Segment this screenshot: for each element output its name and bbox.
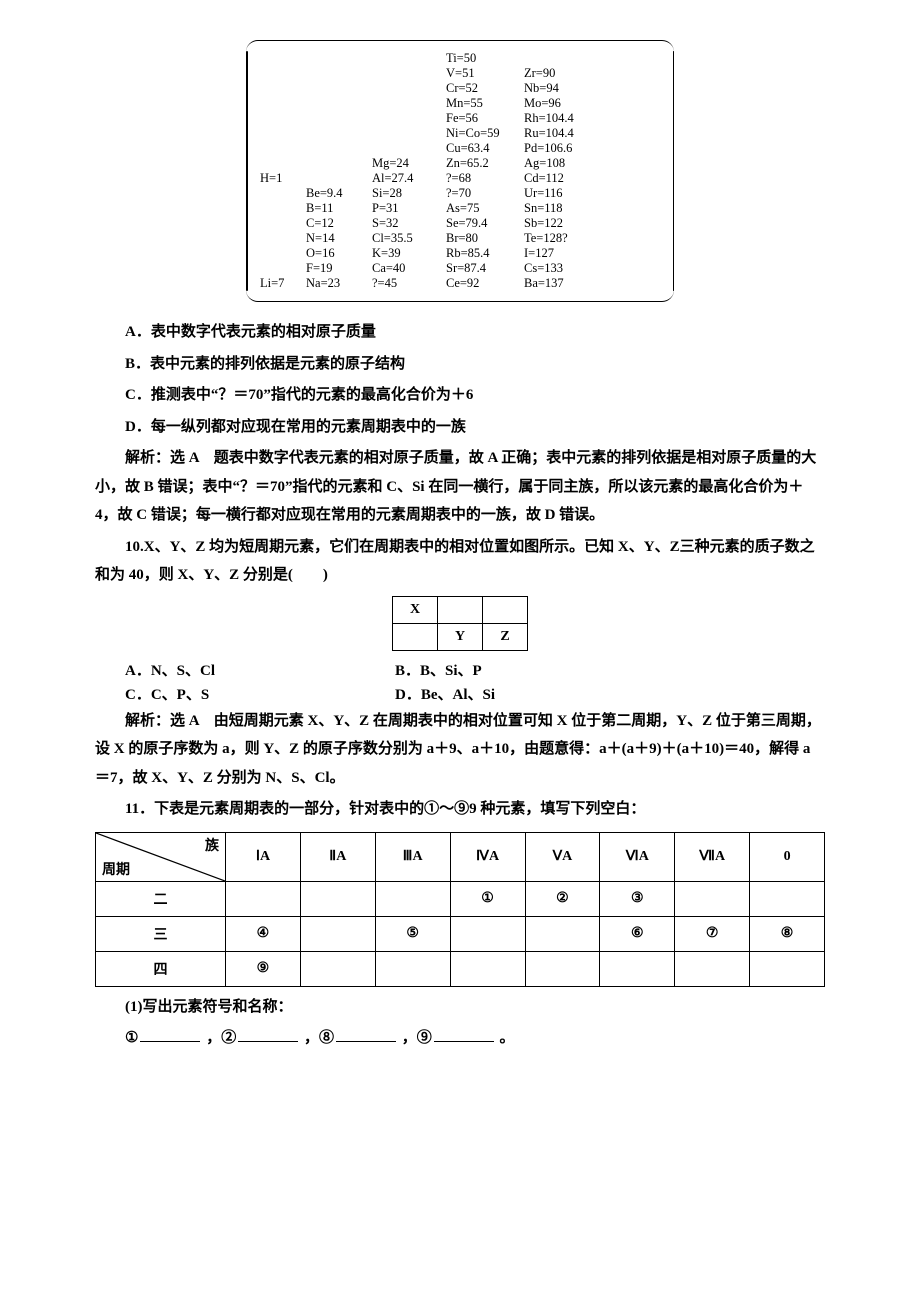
period-label: 二 xyxy=(96,881,226,916)
table-cell: ① xyxy=(450,881,525,916)
group-header: ⅥA xyxy=(600,832,675,881)
q9-option-d: D．每一纵列都对应现在常用的元素周期表中的一族 xyxy=(95,413,825,442)
fill-blank[interactable] xyxy=(140,1028,200,1043)
diag-top-label: 族 xyxy=(205,835,219,855)
q10-options-row-2: C．C、P、S D．Be、Al、Si xyxy=(95,683,825,704)
mini-cell xyxy=(483,596,528,623)
q10-explanation: 解析：选 A 由短周期元素 X、Y、Z 在周期表中的相对位置可知 X 位于第二周… xyxy=(95,707,825,793)
period-label: 四 xyxy=(96,951,226,986)
table-cell: ⑦ xyxy=(675,916,750,951)
table-cell: ⑤ xyxy=(375,916,450,951)
period-label: 三 xyxy=(96,916,226,951)
q9-option-c: C．推测表中“？＝70”指代的元素的最高化合价为＋6 xyxy=(95,381,825,410)
diag-bottom-label: 周期 xyxy=(102,859,130,879)
table-cell xyxy=(525,951,600,986)
q10-mini-table: X Y Z xyxy=(392,596,528,651)
group-header: ⅢA xyxy=(375,832,450,881)
table-cell: ⑥ xyxy=(600,916,675,951)
mini-cell: Z xyxy=(483,623,528,650)
q11-periodic-table: 族 周期 ⅠA ⅡA ⅢA ⅣA ⅤA ⅥA ⅦA 0 二 ① ② ③ 三 xyxy=(95,832,825,987)
group-header: ⅠA xyxy=(226,832,301,881)
table-cell: ④ xyxy=(226,916,301,951)
mendeleev-figure: H=1 Li=7 Be=9.4 B=11 C=12 N=14 O=16 F=19… xyxy=(246,40,674,302)
q10-option-c: C．C、P、S xyxy=(95,683,395,704)
table-cell xyxy=(750,881,825,916)
fig-col-2: Be=9.4 B=11 C=12 N=14 O=16 F=19 Na=23 xyxy=(306,171,364,291)
q9-option-b: B．表中元素的排列依据是元素的原子结构 xyxy=(95,350,825,379)
mendeleev-figure-wrap: H=1 Li=7 Be=9.4 B=11 C=12 N=14 O=16 F=19… xyxy=(95,40,825,302)
table-cell xyxy=(300,881,375,916)
table-cell xyxy=(675,951,750,986)
group-header: 0 xyxy=(750,832,825,881)
blank-label: ，⑨ xyxy=(402,1030,432,1046)
q10-stem: 10.X、Y、Z 均为短周期元素，它们在周期表中的相对位置如图所示。已知 X、Y… xyxy=(95,533,825,590)
table-cell xyxy=(750,951,825,986)
fill-blank[interactable] xyxy=(238,1028,298,1043)
table-cell xyxy=(300,916,375,951)
table-cell xyxy=(450,916,525,951)
fill-blank[interactable] xyxy=(434,1028,494,1043)
table-cell xyxy=(450,951,525,986)
q10-mini-table-wrap: X Y Z xyxy=(95,596,825,651)
q11-stem: 11．下表是元素周期表的一部分，针对表中的①～⑨9 种元素，填写下列空白： xyxy=(95,795,825,824)
blank-label: ① xyxy=(125,1030,138,1046)
group-header: ⅦA xyxy=(675,832,750,881)
q10-option-a: A．N、S、Cl xyxy=(95,659,395,680)
q9-explanation: 解析：选 A 题表中数字代表元素的相对原子质量，故 A 正确；表中元素的排列依据… xyxy=(95,444,825,530)
mini-cell: X xyxy=(393,596,438,623)
fig-col-1: H=1 Li=7 xyxy=(260,171,298,291)
blank-label: ，② xyxy=(206,1030,236,1046)
fig-col-4: Ti=50 V=51 Cr=52 Mn=55 Fe=56 Ni=Co=59 Cu… xyxy=(446,51,516,291)
table-cell: ③ xyxy=(600,881,675,916)
table-cell: ⑨ xyxy=(226,951,301,986)
fig-col-5: Zr=90 Nb=94 Mo=96 Rh=104.4 Ru=104.4 Pd=1… xyxy=(524,66,602,291)
table-row: 二 ① ② ③ xyxy=(96,881,825,916)
table-cell: ② xyxy=(525,881,600,916)
mendeleev-columns: H=1 Li=7 Be=9.4 B=11 C=12 N=14 O=16 F=19… xyxy=(260,51,660,291)
q11-sub1-lead: (1)写出元素符号和名称： xyxy=(95,993,825,1022)
q10-options-row-1: A．N、S、Cl B．B、Si、P xyxy=(95,659,825,680)
group-header: ⅣA xyxy=(450,832,525,881)
fill-blank[interactable] xyxy=(336,1028,396,1043)
q10-option-b: B．B、Si、P xyxy=(395,659,482,680)
table-cell xyxy=(525,916,600,951)
blank-label: ，⑧ xyxy=(304,1030,334,1046)
table-cell xyxy=(600,951,675,986)
table-row: 四 ⑨ xyxy=(96,951,825,986)
table-cell xyxy=(226,881,301,916)
table-row: 三 ④ ⑤ ⑥ ⑦ ⑧ xyxy=(96,916,825,951)
q11-sub1-blanks: ① ，② ，⑧ ，⑨ 。 xyxy=(95,1024,825,1053)
q9-option-a: A．表中数字代表元素的相对原子质量 xyxy=(95,318,825,347)
mini-cell xyxy=(438,596,483,623)
table-cell xyxy=(375,951,450,986)
blank-label: 。 xyxy=(500,1030,515,1046)
table-cell xyxy=(375,881,450,916)
group-header: ⅤA xyxy=(525,832,600,881)
table-cell: ⑧ xyxy=(750,916,825,951)
page: H=1 Li=7 Be=9.4 B=11 C=12 N=14 O=16 F=19… xyxy=(0,0,920,1302)
mini-cell: Y xyxy=(438,623,483,650)
q10-option-d: D．Be、Al、Si xyxy=(395,683,495,704)
mini-cell xyxy=(393,623,438,650)
table-cell xyxy=(675,881,750,916)
fig-col-3: Mg=24 Al=27.4 Si=28 P=31 S=32 Cl=35.5 K=… xyxy=(372,156,438,291)
periodic-header-diagonal: 族 周期 xyxy=(96,832,226,881)
group-header: ⅡA xyxy=(300,832,375,881)
table-cell xyxy=(300,951,375,986)
